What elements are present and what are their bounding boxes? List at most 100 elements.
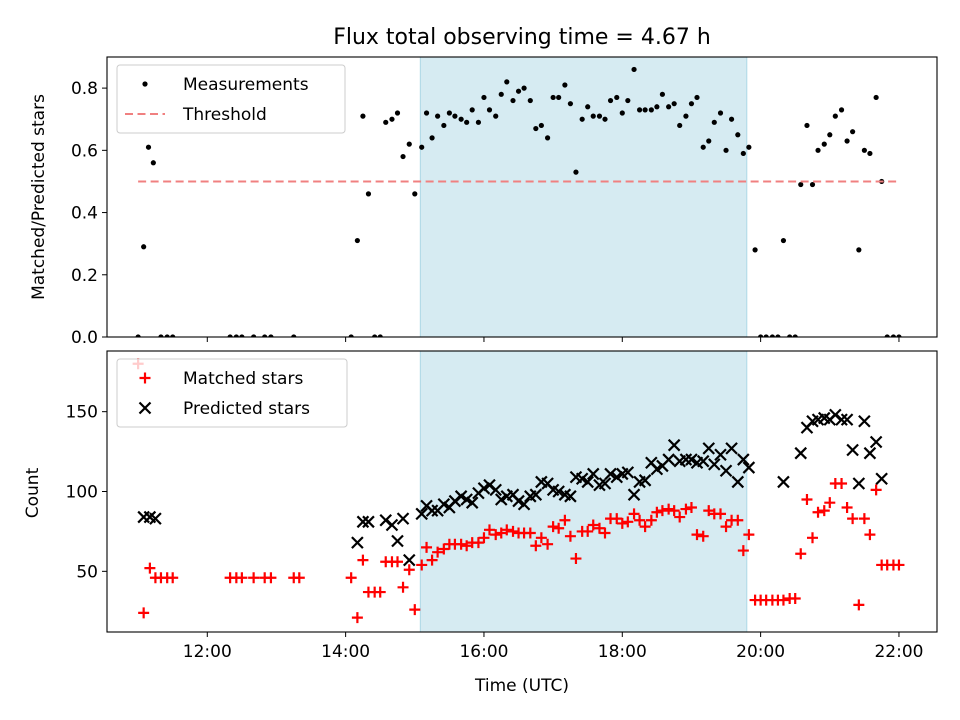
series-predicted-stars-point: [391, 534, 404, 548]
series-matched-stars-point: [547, 521, 559, 533]
series-measurements-point: [150, 160, 156, 166]
series-predicted-stars-point: [586, 467, 600, 481]
series-matched-stars-point: [416, 559, 428, 571]
series-measurements-point: [239, 334, 245, 337]
series-predicted-stars-point: [149, 512, 162, 525]
series-matched-stars-point: [472, 537, 484, 549]
series-matched-stars-point: [818, 505, 830, 517]
series-measurements-point: [619, 110, 625, 116]
series-matched-stars-point: [265, 572, 277, 584]
series-measurements-point: [383, 119, 389, 125]
series-predicted-stars-point: [875, 472, 888, 486]
legend-predicted-stars-marker: [138, 401, 152, 415]
top-panel-ratio: 0.0 0.2 0.4 0.6 0.8 Measurements Threshold: [71, 56, 938, 348]
legend-measurements-marker: [142, 81, 148, 87]
series-measurements-point: [556, 94, 562, 101]
series-matched-stars-point: [293, 572, 305, 584]
series-matched-stars-point: [668, 505, 680, 517]
series-measurements-point: [590, 113, 596, 119]
series-matched-stars-point: [703, 505, 715, 517]
series-matched-stars-point: [138, 607, 150, 619]
series-measurements-point: [659, 91, 666, 97]
series-measurements-point: [400, 153, 406, 160]
legend-matched-stars-marker: [139, 372, 151, 384]
series-measurements-point: [890, 334, 897, 337]
series-measurements-point: [884, 334, 890, 337]
series-matched-stars-point: [645, 514, 657, 526]
x-tick-label: 14:00: [321, 642, 370, 662]
chart-title: Flux total observing time = 4.67 h: [333, 25, 711, 50]
series-measurements-point: [683, 113, 689, 119]
series-matched-stars-point: [559, 514, 571, 526]
series-matched-stars-point: [397, 581, 409, 593]
series-measurements-point: [625, 97, 631, 104]
series-matched-stars-point: [732, 514, 744, 526]
series-measurements-point: [614, 94, 620, 101]
series-matched-stars-point: [663, 503, 675, 515]
series-predicted-stars-point: [846, 443, 859, 457]
x-tick-label: 22:00: [874, 642, 923, 662]
series-measurements-point: [458, 116, 464, 122]
series-measurements-point: [873, 94, 879, 101]
series-measurements-point: [780, 237, 787, 244]
series-measurements-point: [867, 150, 873, 157]
series-matched-stars-point: [870, 484, 882, 496]
series-predicted-stars-point: [465, 496, 479, 509]
series-measurements-point: [141, 244, 147, 250]
series-matched-stars-point: [483, 524, 495, 536]
series-matched-stars-point: [535, 532, 547, 544]
series-measurements-point: [515, 88, 522, 94]
series-measurements-point: [262, 334, 268, 337]
series-measurements-point: [636, 107, 643, 113]
series-measurements-point: [677, 122, 683, 129]
series-predicted-stars-point: [737, 453, 750, 466]
series-measurements-point: [372, 334, 378, 337]
series-matched-stars-point: [858, 513, 870, 525]
series-matched-stars-point: [853, 599, 865, 611]
series-matched-stars-point: [674, 511, 686, 523]
series-matched-stars-point: [864, 529, 876, 541]
series-matched-stars-point: [426, 554, 438, 566]
shaded-region: [419, 350, 748, 633]
y-tick-label: 0.0: [71, 328, 98, 348]
series-measurements-point: [406, 141, 412, 147]
series-measurements-point: [775, 334, 781, 337]
series-measurements-point: [700, 144, 706, 150]
series-predicted-stars-point: [742, 461, 756, 474]
series-predicted-stars-point: [667, 438, 681, 452]
series-measurements-point: [394, 110, 401, 116]
series-measurements-point: [856, 247, 862, 253]
series-measurements-point: [377, 334, 383, 337]
series-measurements-point: [654, 104, 660, 110]
series-matched-stars-point: [564, 530, 576, 542]
series-measurements-point: [498, 91, 504, 97]
series-measurements-point: [486, 107, 493, 113]
series-matched-stars-point: [432, 546, 444, 558]
y-tick-label: 0.2: [71, 266, 98, 286]
series-measurements-point: [360, 113, 366, 119]
series-matched-stars-point: [715, 508, 727, 520]
series-matched-stars-point: [570, 553, 582, 565]
series-matched-stars-point: [616, 517, 628, 529]
series-measurements-point: [832, 113, 838, 119]
series-matched-stars-point: [893, 559, 905, 571]
plot-area: [132, 358, 905, 624]
series-matched-stars-point: [611, 513, 623, 525]
series-matched-stars-point: [403, 564, 415, 576]
series-measurements-point: [602, 116, 608, 122]
series-predicted-stars-point: [621, 466, 635, 479]
series-matched-stars-point: [789, 592, 801, 604]
series-matched-stars-point: [438, 543, 450, 555]
series-matched-stars-point: [236, 572, 248, 584]
series-measurements-point: [158, 334, 164, 337]
series-matched-stars-point: [374, 586, 386, 598]
series-matched-stars-point: [841, 501, 853, 513]
series-measurements-point: [711, 119, 717, 125]
series-predicted-stars-point: [598, 477, 612, 490]
series-measurements-point: [792, 334, 798, 337]
y-tick-label: 0.6: [71, 141, 98, 161]
series-measurements-point: [544, 135, 551, 141]
series-matched-stars-point: [737, 545, 749, 557]
series-matched-stars-point: [795, 548, 807, 560]
series-predicted-stars-point: [604, 467, 617, 481]
